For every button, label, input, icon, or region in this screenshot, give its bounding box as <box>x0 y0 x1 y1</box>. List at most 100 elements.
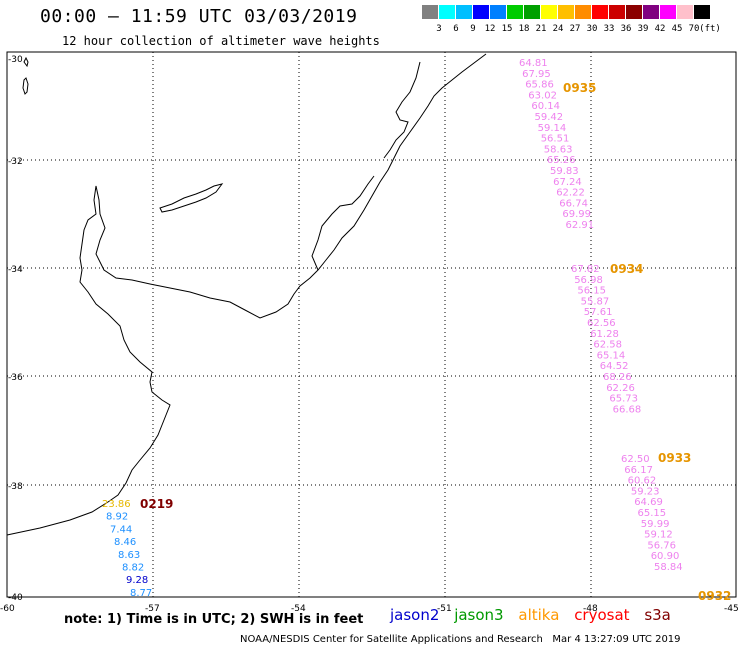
legend-label: 27 <box>569 24 581 34</box>
map-frame <box>6 51 737 598</box>
legend-swatch <box>490 5 506 19</box>
legend-swatch <box>422 5 438 19</box>
swh-value: 65.15 <box>638 508 667 519</box>
legend-swatch <box>660 5 676 19</box>
satellite-legend: jason2 jason3 altika cryosat s3a <box>390 606 681 624</box>
swh-value: 67.24 <box>553 177 582 188</box>
legend-label: 21 <box>535 24 547 34</box>
satellite-s3a: s3a <box>644 606 671 624</box>
legend-swatch <box>456 5 472 19</box>
legend-swatch <box>626 5 642 19</box>
swh-value: 56.76 <box>647 540 676 551</box>
swh-value: 62.56 <box>587 318 616 329</box>
satellite-jason3: jason3 <box>454 606 504 624</box>
footer-note: note: 1) Time is in UTC; 2) SWH is in fe… <box>64 612 364 627</box>
satellite-altika: altika <box>518 606 560 624</box>
track-time-label: 0933 <box>658 451 691 465</box>
swh-value: 8.92 <box>106 512 128 523</box>
swh-value: 57.61 <box>584 307 613 318</box>
lat-label: -38 <box>8 482 23 492</box>
legend-label: 15 <box>501 24 513 34</box>
legend-label: 24 <box>552 24 564 34</box>
lat-label: -40 <box>8 593 23 603</box>
swh-value: 62.50 <box>621 454 650 465</box>
swh-value: 62.22 <box>556 188 585 199</box>
lon-label: -51 <box>437 604 452 614</box>
swh-value: 65.26 <box>547 155 576 166</box>
altimeter-tracks: 64.8167.9565.8663.0260.1459.4259.1456.51… <box>102 58 731 603</box>
swh-value: 8.46 <box>114 537 136 548</box>
swh-value: 56.51 <box>541 134 570 145</box>
swh-value: 59.23 <box>631 486 660 497</box>
track-0219: 23.86 8.927.44 8.46 8.63 8.829.28 8.77 0219 <box>102 497 173 599</box>
lat-label: -36 <box>8 373 23 383</box>
swh-value: 66.68 <box>613 404 642 415</box>
legend-swatch <box>609 5 625 19</box>
swh-value: 63.02 <box>528 90 557 101</box>
legend-label: 18 <box>518 24 530 34</box>
track-time-label: 0934 <box>610 262 643 276</box>
legend-label: 12 <box>484 24 496 34</box>
legend-label: 6 <box>453 24 459 34</box>
coastline <box>6 53 487 536</box>
track-0935: 64.8167.9565.8663.0260.1459.4259.1456.51… <box>519 58 596 231</box>
swh-value: 65.14 <box>597 350 626 361</box>
legend-swatch <box>558 5 574 19</box>
lon-axis-labels: -60 -57 -54 -51 -48 -45 <box>0 604 739 614</box>
swh-value: 68.26 <box>603 372 632 383</box>
lon-label: -57 <box>145 604 160 614</box>
swh-value: 56.98 <box>574 275 603 286</box>
legend-swatch <box>439 5 455 19</box>
legend-swatch <box>524 5 540 19</box>
track-time-label: 0935 <box>563 81 596 95</box>
swh-value: 69.99 <box>562 209 591 220</box>
page-title: 00:00 – 11:59 UTC 03/03/2019 <box>40 6 358 27</box>
swh-value: 59.42 <box>535 112 564 123</box>
satellite-cryosat: cryosat <box>574 606 630 624</box>
legend-label: 39 <box>637 24 649 34</box>
swh-value: 8.77 <box>130 588 152 599</box>
swh-value: 67.82 <box>571 264 600 275</box>
swh-value: 62.58 <box>593 340 622 351</box>
lon-label: -45 <box>724 604 739 614</box>
swh-value: 65.73 <box>609 394 638 405</box>
legend-swatch <box>473 5 489 19</box>
lat-label: -30 <box>8 55 23 65</box>
lat-axis-labels: -30 -32 -34 -36 -38 -40 <box>8 55 23 603</box>
credit-timestamp: Mar 4 13:27:09 UTC 2019 <box>552 634 681 645</box>
legend-label: 45 <box>671 24 683 34</box>
swh-value: 56.15 <box>577 286 606 297</box>
page-subtitle: 12 hour collection of altimeter wave hei… <box>62 34 380 48</box>
legend-label: 9 <box>470 24 476 34</box>
legend-label: 33 <box>603 24 615 34</box>
legend-swatch <box>677 5 693 19</box>
swh-value: 58.84 <box>654 562 683 573</box>
swh-value: 23.86 <box>102 499 131 510</box>
legend-label: 42 <box>654 24 666 34</box>
credit-text: NOAA/NESDIS Center for Satellite Applica… <box>240 634 543 645</box>
swh-value: 64.69 <box>634 497 663 508</box>
swh-value: 55.87 <box>581 296 610 307</box>
swh-value: 59.83 <box>550 166 579 177</box>
legend-swatch <box>507 5 523 19</box>
legend-units: (ft) <box>699 24 721 34</box>
swh-value: 66.17 <box>624 465 653 476</box>
swh-value: 8.82 <box>122 563 144 574</box>
swh-value: 59.99 <box>641 519 670 530</box>
satellite-jason2: jason2 <box>390 606 440 624</box>
swh-value: 62.91 <box>566 220 595 231</box>
legend-swatch <box>643 5 659 19</box>
swh-value: 59.12 <box>644 530 673 541</box>
legend-label: 36 <box>620 24 632 34</box>
track-0932: 0932 <box>698 589 731 603</box>
legend-swatch <box>575 5 591 19</box>
swh-value: 60.90 <box>651 551 680 562</box>
swh-value: 60.62 <box>628 476 657 487</box>
legend-swatch <box>694 5 710 19</box>
lon-label: -60 <box>0 604 15 614</box>
lat-label: -32 <box>8 157 23 167</box>
swh-value: 59.14 <box>538 123 567 134</box>
swh-value: 64.52 <box>600 361 629 372</box>
track-0933: 62.5066.1760.6259.2364.6965.1559.9959.12… <box>621 451 691 573</box>
